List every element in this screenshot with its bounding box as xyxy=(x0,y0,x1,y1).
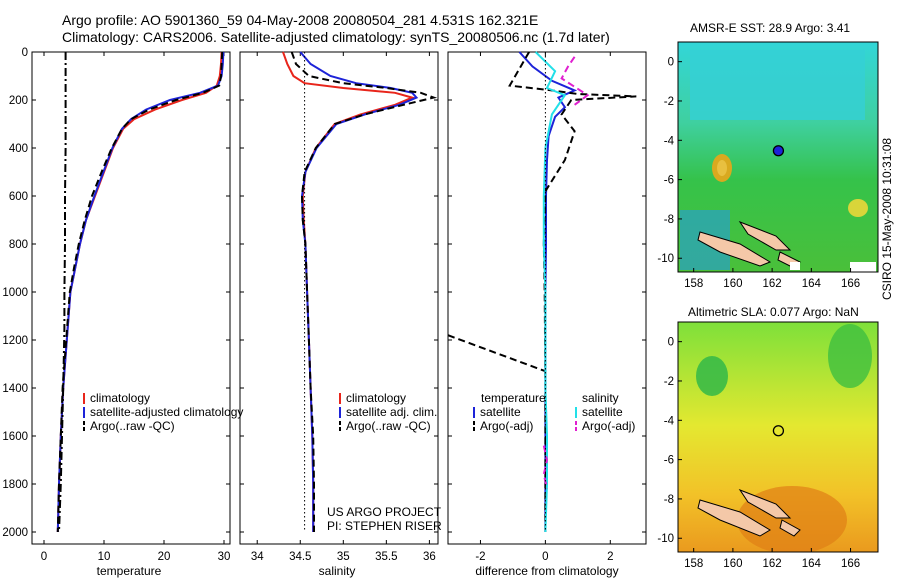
sla-ytick-label: -4 xyxy=(664,415,675,427)
temperature-series-argo-raw-qc- xyxy=(56,51,224,533)
temperature-ytick-label: 1800 xyxy=(2,479,28,491)
sst-ytick-label: -8 xyxy=(664,214,674,226)
sst-ytick-label: -2 xyxy=(664,96,674,108)
sla-ytick-label: 0 xyxy=(668,337,674,349)
difference-legend-header-salinity: salinity xyxy=(582,391,619,405)
difference-axes-box xyxy=(447,51,647,545)
sst-ytick-label: -4 xyxy=(664,135,675,147)
salinity-xtick-label: 36 xyxy=(423,551,436,563)
salinity-xtick-label: 35.5 xyxy=(375,551,397,563)
sst-map-field xyxy=(678,42,878,272)
sst-axes-box xyxy=(677,41,879,273)
temperature-legend-argo-label: Argo(..raw -QC) xyxy=(90,419,175,433)
figure-title-line1: Argo profile: AO 5901360_59 04-May-2008 … xyxy=(62,12,539,28)
side-timestamp: CSIRO 15-May-2008 10:31:08 xyxy=(880,137,894,300)
sst-ytick-label: -6 xyxy=(664,175,674,187)
salinity-legend-climatology-label: climatology xyxy=(346,391,406,405)
temperature-ytick-label: 400 xyxy=(9,143,28,155)
sla-xtick-label: 158 xyxy=(684,558,703,570)
salinity-legend-satellite-label: satellite adj. clim. xyxy=(346,405,437,419)
temperature-xtick-label: 20 xyxy=(158,551,171,563)
temperature-ytick-label: 1400 xyxy=(2,383,28,395)
temperature-xtick-label: 10 xyxy=(98,551,111,563)
sla-map-field xyxy=(678,322,878,552)
sla-ytick-label: -6 xyxy=(664,455,674,467)
sla-profile-marker xyxy=(772,425,785,437)
sla-ytick-label: -10 xyxy=(657,533,674,545)
temperature-legend-satellite-label: satellite-adjusted climatology xyxy=(90,405,243,419)
sla-xtick-label: 166 xyxy=(841,558,860,570)
temperature-ytick-label: 1000 xyxy=(2,287,28,299)
difference-xtick-label: -2 xyxy=(475,551,485,563)
sla-ytick-label: -8 xyxy=(664,494,674,506)
difference-series-satellite xyxy=(534,51,567,533)
temperature-series-argo-raw xyxy=(58,52,67,533)
difference-legend-sal-argo-label: Argo(-adj) xyxy=(582,419,635,433)
salinity-series-argo-raw-qc- xyxy=(290,51,438,532)
credit-line2: PI: STEPHEN RISER xyxy=(327,519,442,533)
salinity-axes-box xyxy=(239,51,439,545)
salinity-xtick-label: 35 xyxy=(337,551,350,563)
sst-xtick-label: 158 xyxy=(684,278,703,290)
sla-ytick-label: -2 xyxy=(664,376,674,388)
temperature-legend-climatology-label: climatology xyxy=(90,391,150,405)
salinity-series-climatology xyxy=(282,51,416,532)
difference-legend-temp-satellite-label: satellite xyxy=(480,405,521,419)
sla-map-title: Altimetric SLA: 0.077 Argo: NaN xyxy=(688,305,859,319)
sst-ytick-label: 0 xyxy=(668,57,674,69)
difference-legend-temp-argo-label: Argo(-adj) xyxy=(480,419,533,433)
sla-xtick-label: 162 xyxy=(763,558,782,570)
salinity-legend-argo-label: Argo(..raw -QC) xyxy=(346,419,431,433)
temperature-xlabel: temperature xyxy=(97,564,162,578)
difference-series-argo-adj-deep xyxy=(447,334,546,373)
salinity-xtick-label: 34 xyxy=(251,551,264,563)
temperature-ytick-label: 1600 xyxy=(2,431,28,443)
figure-title-line2: Climatology: CARS2006. Satellite-adjuste… xyxy=(62,29,610,45)
difference-series-argo-adj- xyxy=(560,56,590,106)
temperature-axes-box xyxy=(31,51,231,545)
sst-xtick-label: 164 xyxy=(802,278,822,290)
difference-xlabel: difference from climatology xyxy=(475,564,618,578)
sst-profile-marker xyxy=(772,145,785,157)
credit-line1: US ARGO PROJECT xyxy=(327,505,442,519)
temperature-ytick-label: 2000 xyxy=(2,527,28,539)
sst-map-title: AMSR-E SST: 28.9 Argo: 3.41 xyxy=(690,21,851,35)
difference-legend-sal-satellite-label: satellite xyxy=(582,405,623,419)
temperature-ytick-label: 1200 xyxy=(2,335,28,347)
salinity-series-satellite-adj-clim- xyxy=(299,51,419,532)
temperature-series-satellite-adjusted-climatology xyxy=(56,51,225,533)
difference-series-argo-adj-deep xyxy=(542,445,549,490)
temperature-series-climatology xyxy=(56,51,223,533)
temperature-ytick-label: 800 xyxy=(9,239,28,251)
sst-xtick-label: 162 xyxy=(763,278,782,290)
difference-xtick-label: 0 xyxy=(542,551,548,563)
salinity-xlabel: salinity xyxy=(319,564,356,578)
temperature-xtick-label: 0 xyxy=(41,551,47,563)
temperature-ytick-label: 0 xyxy=(22,47,28,59)
salinity-xtick-label: 34.5 xyxy=(289,551,311,563)
difference-series-argo-adj- xyxy=(508,51,637,532)
sst-xtick-label: 166 xyxy=(841,278,860,290)
difference-xtick-label: 2 xyxy=(607,551,613,563)
sla-xtick-label: 160 xyxy=(723,558,742,570)
temperature-ytick-label: 200 xyxy=(9,95,28,107)
sla-axes-box xyxy=(677,321,879,553)
temperature-ytick-label: 600 xyxy=(9,191,28,203)
sla-xtick-label: 164 xyxy=(802,558,822,570)
difference-legend-header-temperature: temperature xyxy=(481,391,546,405)
sst-ytick-label: -10 xyxy=(657,253,674,265)
temperature-xtick-label: 30 xyxy=(218,551,231,563)
sst-xtick-label: 160 xyxy=(723,278,742,290)
